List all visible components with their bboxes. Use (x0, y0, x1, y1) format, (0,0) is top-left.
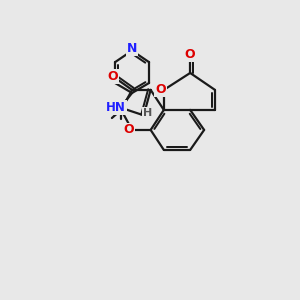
Text: H: H (143, 107, 152, 118)
Text: O: O (155, 83, 166, 96)
Text: N: N (127, 42, 137, 55)
Text: HN: HN (106, 101, 126, 114)
Text: O: O (107, 70, 118, 83)
Text: O: O (124, 123, 134, 136)
Text: O: O (185, 48, 196, 61)
